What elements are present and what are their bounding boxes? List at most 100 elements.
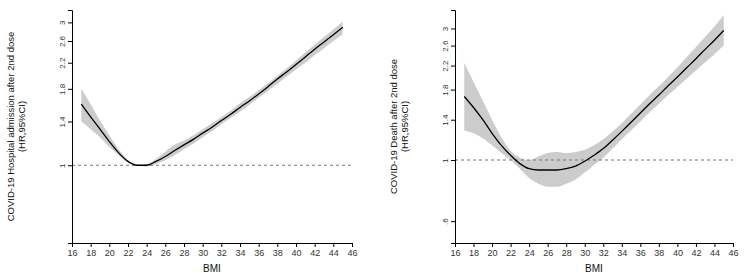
y-tick-mark [68,22,72,23]
y-axis-title: COVID-19 Hospital admission after 2nd do… [5,32,16,222]
y-tick-label: 2.6 [58,35,67,47]
x-tick: 22 [506,243,516,258]
figure: 16 18 20 22 24 26 28 30 32 34 36 38 40 42 44 46 1 1.4 1.8 2… [0,0,754,278]
x-tick-mark [352,243,353,247]
x-axis-title: BMI [203,263,221,274]
x-tick: 38 [273,243,283,258]
x-tick-mark [165,243,166,247]
y-tick-mark [68,122,72,123]
x-tick-mark [640,243,641,247]
y-axis-title: (HR,95%CI) [399,101,410,152]
x-axis: 16182022242628303234363840424446 [67,243,357,258]
y-tick: 1.8 [441,84,455,96]
y-tick: 1.4 [58,116,72,128]
y-tick: 1.8 [58,83,72,95]
x-tick: 16 [450,243,460,258]
x-tick-label: 30 [580,248,590,258]
x-tick-label: 30 [198,248,208,258]
x-tick-mark [677,243,678,247]
x-tick-label: 44 [710,248,720,258]
x-tick-mark [566,243,567,247]
x-tick-mark [240,243,241,247]
ci-band [464,15,723,186]
y-tick-label: 2.2 [58,57,67,69]
y-axis-title: COVID-19 Death after 2nd dose [388,59,399,194]
x-tick-label: 42 [310,248,320,258]
x-tick: 28 [179,243,189,258]
x-tick: 40 [673,243,683,258]
x-tick: 20 [105,243,115,258]
y-tick: 2.2 [441,60,455,72]
y-tick-mark [68,63,72,64]
x-tick: 30 [580,243,590,258]
x-tick-mark [221,243,222,247]
x-tick-mark [622,243,623,247]
x-tick-label: 20 [105,248,115,258]
x-tick-label: 46 [347,248,357,258]
y-axis-line [451,11,456,244]
x-tick-label: 22 [506,248,516,258]
x-tick-mark [714,243,715,247]
x-tick: 18 [469,243,479,258]
x-tick: 24 [525,243,535,258]
reference-line [72,165,352,166]
x-tick: 26 [543,243,553,258]
x-tick-label: 22 [123,248,133,258]
x-tick-mark [659,243,660,247]
y-tick-label: 3 [58,20,67,25]
y-axis-title: (HR,95%CI) [16,101,27,152]
x-tick: 46 [347,243,357,258]
y-tick-label: .6 [441,218,450,225]
x-axis-title: BMI [585,263,603,274]
x-tick-label: 18 [86,248,96,258]
y-tick-label: 2.6 [441,40,450,52]
y-tick-mark [451,28,455,29]
panel: 16182022242628303234363840424446.611.41.… [388,11,739,275]
x-tick-mark [296,243,297,247]
x-tick-label: 40 [673,248,683,258]
x-tick: 30 [198,243,208,258]
y-tick-label: 1 [58,163,67,168]
panel: 1618202224262830323436384042444611.41.82… [5,11,358,275]
x-tick-label: 38 [273,248,283,258]
x-tick-label: 38 [654,248,664,258]
x-tick-label: 44 [329,248,339,258]
x-tick-mark [492,243,493,247]
y-tick-mark [68,89,72,90]
x-tick-label: 16 [450,248,460,258]
y-tick-mark [451,46,455,47]
y-tick-label: 1 [441,158,450,163]
y-tick-mark [451,221,455,222]
x-tick: 34 [617,243,627,258]
x-tick-label: 36 [254,248,264,258]
y-tick-label: 1.8 [441,84,450,96]
x-tick: 36 [254,243,264,258]
x-tick: 28 [562,243,572,258]
x-tick: 32 [599,243,609,258]
x-tick-label: 26 [543,248,553,258]
x-tick-label: 24 [525,248,535,258]
x-axis: 16182022242628303234363840424446 [450,243,738,258]
x-tick-label: 28 [179,248,189,258]
y-tick: 3 [441,26,455,31]
x-tick: 46 [728,243,738,258]
y-tick-label: 1.4 [441,114,450,126]
x-tick-mark [603,243,604,247]
y-tick: 1 [58,163,72,168]
x-tick-label: 16 [67,248,77,258]
x-tick: 20 [488,243,498,258]
x-tick-label: 34 [235,248,245,258]
x-tick: 44 [329,243,339,258]
y-tick-mark [451,90,455,91]
y-tick: 2.2 [58,57,72,69]
x-tick: 40 [291,243,301,258]
x-tick: 16 [67,243,77,258]
x-tick-mark [511,243,512,247]
x-tick-mark [277,243,278,247]
y-tick: 1 [441,158,455,163]
x-tick-mark [128,243,129,247]
ci-band [81,22,342,167]
x-tick-mark [147,243,148,247]
x-axis-line [456,244,734,248]
x-tick: 38 [654,243,664,258]
